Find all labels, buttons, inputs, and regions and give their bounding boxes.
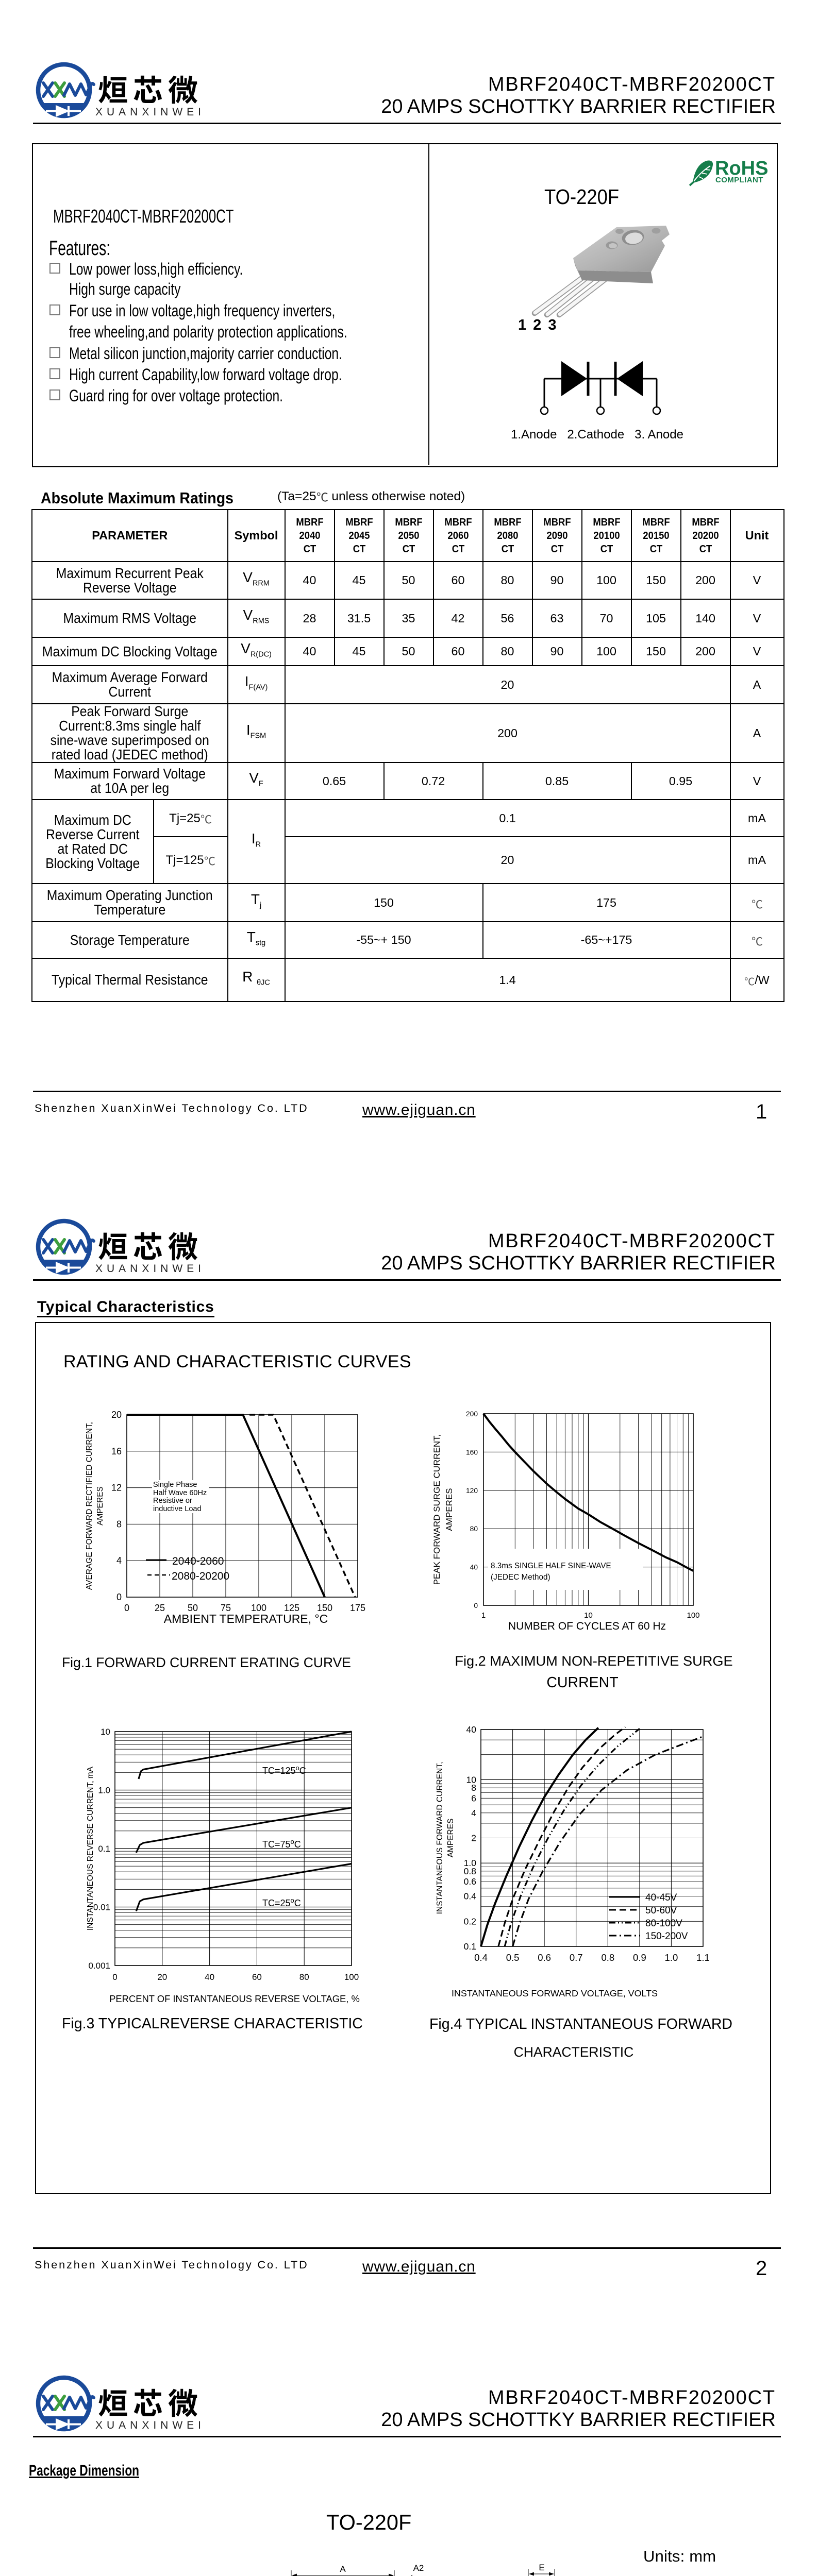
svg-text:XUANXINWEI: XUANXINWEI (95, 2419, 205, 2431)
svg-text:E: E (539, 2563, 544, 2572)
svg-text:INSTANTANEOUS FORWARD VOLTAGE,: INSTANTANEOUS FORWARD VOLTAGE, VOLTS (452, 1988, 658, 1998)
svg-text:AMPERES: AMPERES (446, 1819, 455, 1858)
svg-text:0.8: 0.8 (601, 1952, 614, 1963)
svg-text:COMPLIANT: COMPLIANT (715, 176, 763, 184)
svg-text:0.6: 0.6 (538, 1952, 551, 1963)
svg-text:CURRENT: CURRENT (546, 1674, 618, 1691)
svg-text:20: 20 (157, 1972, 167, 1982)
svg-text:1.0: 1.0 (98, 1786, 110, 1795)
svg-text:0.9: 0.9 (633, 1952, 646, 1963)
svg-text:175: 175 (350, 1603, 365, 1613)
svg-text:inductive Load: inductive Load (153, 1505, 202, 1513)
svg-text:XUANXINWEI: XUANXINWEI (95, 106, 205, 118)
svg-text:AMPERES: AMPERES (444, 1488, 454, 1531)
svg-text:60: 60 (252, 1972, 262, 1982)
svg-text:25: 25 (155, 1603, 165, 1613)
svg-text:0.6: 0.6 (464, 1876, 476, 1887)
svg-text:2040-2060: 2040-2060 (172, 1555, 224, 1567)
svg-text:PERCENT OF INSTANTANEOUS REVER: PERCENT OF INSTANTANEOUS REVERSE VOLTAGE… (109, 1993, 360, 2004)
svg-text:4: 4 (116, 1555, 122, 1566)
svg-text:Fig.2 MAXIMUM NON-REPETITIVE S: Fig.2 MAXIMUM NON-REPETITIVE SURGE (455, 1653, 732, 1669)
svg-text:100: 100 (687, 1611, 699, 1620)
svg-text:6: 6 (471, 1793, 476, 1803)
svg-text:0.2: 0.2 (464, 1916, 476, 1926)
svg-text:TC=75oC: TC=75oC (262, 1838, 301, 1850)
svg-text:(JEDEC Method): (JEDEC Method) (491, 1573, 550, 1582)
svg-text:0.4: 0.4 (474, 1952, 488, 1963)
svg-text:50: 50 (188, 1603, 198, 1613)
svg-text:0.7: 0.7 (570, 1952, 583, 1963)
svg-text:0.4: 0.4 (464, 1891, 477, 1902)
svg-text:40-45V: 40-45V (645, 1892, 677, 1903)
svg-text:10: 10 (584, 1611, 593, 1620)
svg-text:125: 125 (284, 1603, 299, 1613)
svg-text:Fig.1 FORWARD CURRENT ERATING: Fig.1 FORWARD CURRENT ERATING CURVE (62, 1655, 351, 1670)
svg-text:0: 0 (112, 1972, 117, 1982)
svg-text:Single Phase: Single Phase (153, 1481, 197, 1489)
svg-text:AMBIENT TEMPERATURE, °C: AMBIENT TEMPERATURE, °C (164, 1612, 328, 1625)
svg-text:12: 12 (111, 1483, 122, 1493)
svg-text:1.0: 1.0 (464, 1858, 477, 1868)
svg-text:8: 8 (471, 1783, 476, 1793)
svg-text:0.8: 0.8 (464, 1866, 476, 1876)
svg-text:40: 40 (466, 1724, 477, 1735)
svg-text:20: 20 (111, 1410, 122, 1420)
svg-text:100: 100 (344, 1972, 359, 1982)
svg-text:40: 40 (205, 1972, 214, 1982)
svg-text:INSTANTANEOUS FORWARD CURRENT,: INSTANTANEOUS FORWARD CURRENT, (436, 1762, 444, 1914)
svg-text:0.001: 0.001 (88, 1961, 110, 1971)
svg-text:120: 120 (466, 1487, 478, 1495)
svg-text:RoHS: RoHS (715, 158, 768, 179)
svg-text:AVERAGE FORWARD RECTIFIED CURR: AVERAGE FORWARD RECTIFIED CURRENT, (85, 1422, 94, 1590)
svg-text:0: 0 (474, 1602, 478, 1609)
svg-text:INSTANTANEOUS REVERSE CURRENT,: INSTANTANEOUS REVERSE CURRENT, mA (86, 1766, 95, 1930)
svg-text:10: 10 (101, 1727, 110, 1737)
svg-text:40: 40 (470, 1564, 478, 1571)
svg-text:TC=125oC: TC=125oC (262, 1764, 306, 1776)
svg-text:Half Wave 60Hz: Half Wave 60Hz (153, 1489, 207, 1497)
svg-text:150: 150 (317, 1603, 332, 1613)
svg-text:80: 80 (470, 1525, 478, 1533)
svg-text:1.0: 1.0 (665, 1952, 678, 1963)
svg-text:10: 10 (466, 1774, 477, 1785)
svg-text:A2: A2 (413, 2563, 424, 2573)
svg-text:80-100V: 80-100V (645, 1918, 682, 1929)
svg-text:1.1: 1.1 (696, 1952, 710, 1963)
svg-text:2: 2 (471, 1833, 476, 1843)
svg-text:Fig.3 TYPICALREVERSE CHARACTER: Fig.3 TYPICALREVERSE CHARACTERISTIC (62, 2015, 363, 2032)
svg-text:0.1: 0.1 (464, 1941, 476, 1952)
svg-text:200: 200 (466, 1410, 478, 1418)
svg-text:160: 160 (466, 1448, 478, 1456)
svg-text:0.01: 0.01 (93, 1903, 110, 1912)
svg-text:8.3ms SINGLE HALF SINE-WAVE: 8.3ms SINGLE HALF SINE-WAVE (491, 1562, 611, 1570)
svg-text:1: 1 (481, 1611, 486, 1620)
svg-text:16: 16 (111, 1446, 122, 1456)
svg-text:AMPERES: AMPERES (96, 1486, 105, 1526)
svg-text:100: 100 (251, 1603, 266, 1613)
svg-text:CHARACTERISTIC: CHARACTERISTIC (514, 2044, 634, 2060)
svg-text:0: 0 (124, 1603, 129, 1613)
svg-text:8: 8 (116, 1519, 122, 1529)
svg-text:Fig.4 TYPICAL INSTANTANEOUS FO: Fig.4 TYPICAL INSTANTANEOUS FORWARD (429, 2016, 732, 2032)
svg-text:75: 75 (221, 1603, 231, 1613)
svg-text:0.5: 0.5 (506, 1952, 520, 1963)
svg-text:0: 0 (116, 1592, 122, 1602)
svg-text:80: 80 (299, 1972, 309, 1982)
svg-text:50-60V: 50-60V (645, 1905, 677, 1916)
svg-text:TC=25oC: TC=25oC (262, 1896, 301, 1908)
svg-text:XUANXINWEI: XUANXINWEI (95, 1263, 205, 1275)
svg-text:150-200V: 150-200V (645, 1931, 688, 1942)
svg-text:2080-20200: 2080-20200 (172, 1570, 229, 1582)
svg-text:NUMBER OF CYCLES AT 60 Hz: NUMBER OF CYCLES AT 60 Hz (508, 1620, 666, 1632)
svg-text:PEAK FORWARD SURGE CURRENT,: PEAK FORWARD SURGE CURRENT, (432, 1434, 442, 1585)
svg-text:A: A (340, 2564, 346, 2574)
svg-text:Resistive or: Resistive or (153, 1497, 192, 1505)
svg-text:0.1: 0.1 (98, 1844, 110, 1854)
svg-text:4: 4 (471, 1808, 476, 1818)
